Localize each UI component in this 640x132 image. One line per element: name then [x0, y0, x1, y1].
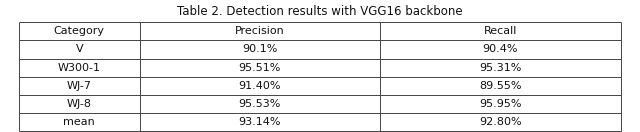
Text: 89.55%: 89.55% [479, 81, 522, 91]
Text: 91.40%: 91.40% [239, 81, 281, 91]
Text: 95.95%: 95.95% [479, 99, 522, 109]
Text: mean: mean [63, 117, 95, 127]
Text: 92.80%: 92.80% [479, 117, 522, 127]
Text: 93.14%: 93.14% [239, 117, 281, 127]
Text: Table 2. Detection results with VGG16 backbone: Table 2. Detection results with VGG16 ba… [177, 5, 463, 18]
Text: 95.31%: 95.31% [479, 63, 522, 73]
Text: Category: Category [54, 26, 105, 36]
Text: W300-1: W300-1 [58, 63, 101, 73]
Text: 90.1%: 90.1% [242, 44, 278, 55]
Text: 90.4%: 90.4% [483, 44, 518, 55]
Text: WJ-8: WJ-8 [67, 99, 92, 109]
Text: V: V [76, 44, 83, 55]
Text: Recall: Recall [484, 26, 517, 36]
Text: Precision: Precision [235, 26, 285, 36]
Text: 95.51%: 95.51% [239, 63, 281, 73]
Text: WJ-7: WJ-7 [67, 81, 92, 91]
Text: 95.53%: 95.53% [239, 99, 281, 109]
